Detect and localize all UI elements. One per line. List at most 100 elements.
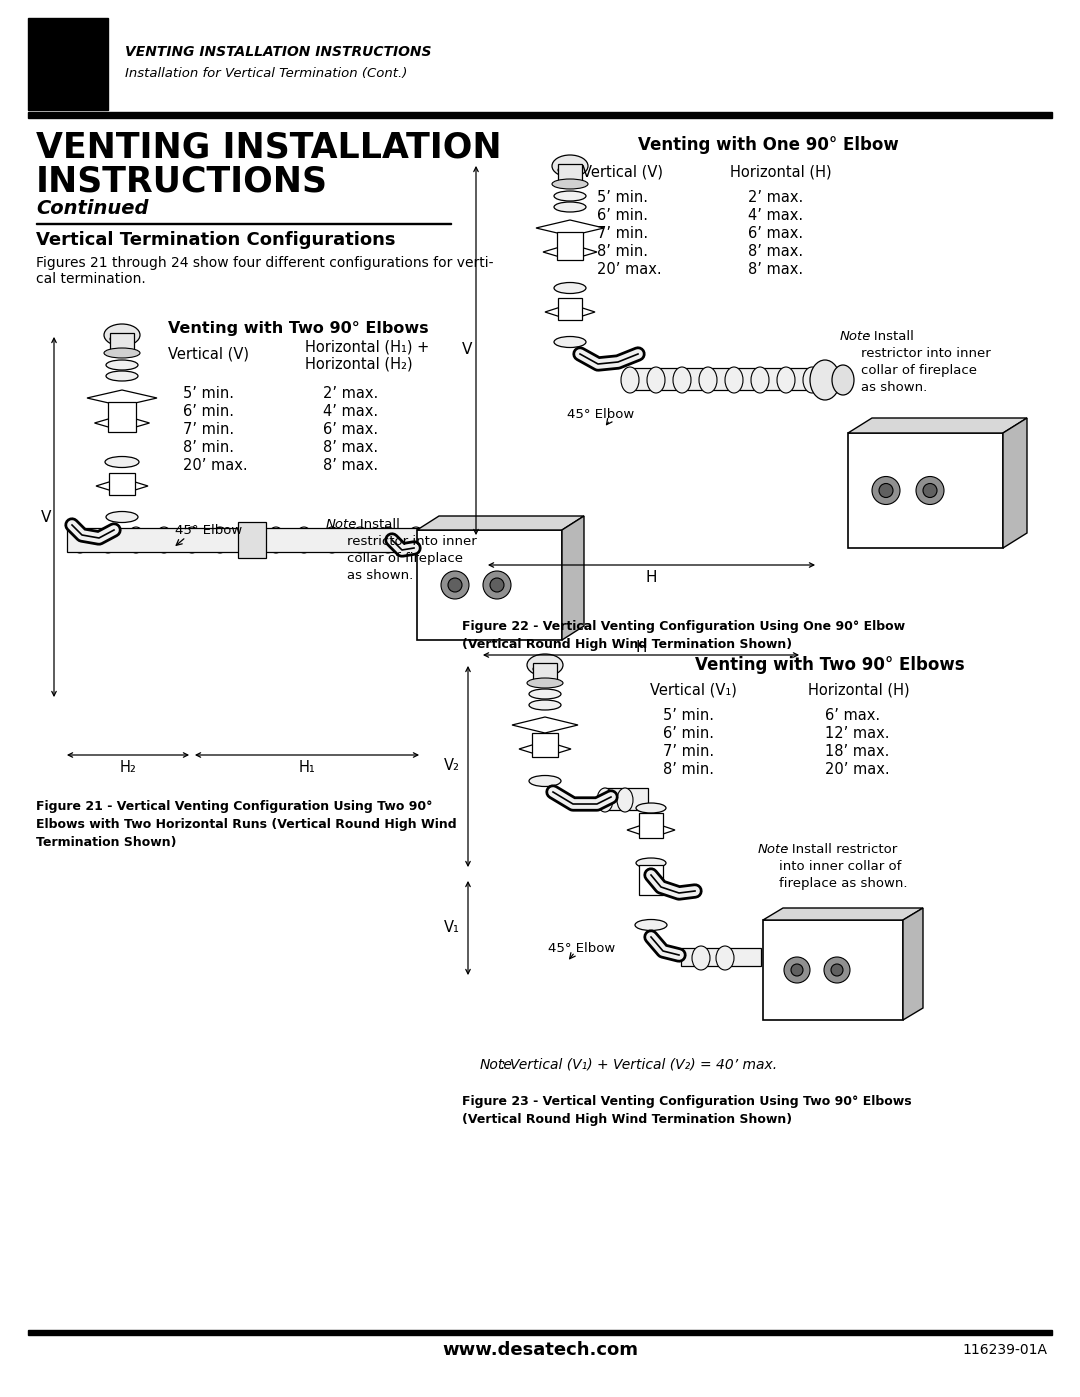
Circle shape bbox=[831, 964, 843, 977]
Text: Note: Note bbox=[840, 330, 872, 344]
Ellipse shape bbox=[617, 788, 633, 812]
Text: V₂: V₂ bbox=[444, 759, 460, 774]
Polygon shape bbox=[519, 740, 571, 757]
Text: 12’ max.: 12’ max. bbox=[825, 725, 890, 740]
Text: Horizontal (H₂): Horizontal (H₂) bbox=[305, 356, 413, 372]
Circle shape bbox=[490, 578, 504, 592]
Ellipse shape bbox=[552, 155, 588, 177]
Ellipse shape bbox=[211, 527, 229, 553]
Ellipse shape bbox=[267, 527, 285, 553]
Ellipse shape bbox=[673, 367, 691, 393]
Ellipse shape bbox=[777, 367, 795, 393]
Text: 20’ max.: 20’ max. bbox=[183, 457, 247, 472]
Text: 6’ max.: 6’ max. bbox=[323, 422, 378, 436]
Bar bbox=[28, 1330, 1052, 1336]
Ellipse shape bbox=[804, 367, 821, 393]
Ellipse shape bbox=[104, 348, 140, 358]
Ellipse shape bbox=[597, 788, 613, 812]
Ellipse shape bbox=[99, 527, 117, 553]
Text: 18’ max.: 18’ max. bbox=[825, 743, 889, 759]
Text: VENTING INSTALLATION INSTRUCTIONS: VENTING INSTALLATION INSTRUCTIONS bbox=[125, 45, 432, 59]
Text: 8’ max.: 8’ max. bbox=[748, 263, 804, 278]
Text: Horizontal (H): Horizontal (H) bbox=[808, 683, 909, 697]
Ellipse shape bbox=[529, 775, 561, 787]
Text: Vertical (V₁): Vertical (V₁) bbox=[650, 683, 737, 697]
Ellipse shape bbox=[558, 165, 582, 175]
Ellipse shape bbox=[699, 367, 717, 393]
Circle shape bbox=[441, 571, 469, 599]
Text: V₁: V₁ bbox=[444, 921, 460, 936]
Bar bbox=[110, 332, 134, 353]
Bar bbox=[557, 232, 583, 260]
Polygon shape bbox=[417, 515, 584, 529]
Text: INSTRUCTIONS: INSTRUCTIONS bbox=[36, 165, 328, 198]
Text: 5’ min.: 5’ min. bbox=[183, 386, 234, 401]
Ellipse shape bbox=[554, 203, 586, 212]
Text: 5’ min.: 5’ min. bbox=[663, 707, 714, 722]
Polygon shape bbox=[95, 415, 149, 432]
Polygon shape bbox=[627, 821, 675, 838]
Text: Figures 21 through 24 show four different configurations for verti-: Figures 21 through 24 show four differen… bbox=[36, 256, 494, 270]
Text: 8’ max.: 8’ max. bbox=[323, 457, 378, 472]
Bar bbox=[603, 788, 648, 810]
Ellipse shape bbox=[127, 527, 145, 553]
Ellipse shape bbox=[716, 946, 734, 970]
Text: Note: Note bbox=[480, 1058, 513, 1071]
Ellipse shape bbox=[295, 527, 313, 553]
Text: 8’ min.: 8’ min. bbox=[663, 761, 714, 777]
Ellipse shape bbox=[156, 527, 173, 553]
Bar bbox=[36, 222, 451, 224]
Bar bbox=[639, 865, 663, 895]
Circle shape bbox=[824, 957, 850, 983]
Text: 20’ max.: 20’ max. bbox=[825, 761, 890, 777]
Ellipse shape bbox=[529, 689, 561, 698]
Ellipse shape bbox=[106, 360, 138, 370]
Circle shape bbox=[923, 483, 937, 497]
Text: Figure 21 - Vertical Venting Configuration Using Two 90°
Elbows with Two Horizon: Figure 21 - Vertical Venting Configurati… bbox=[36, 800, 457, 849]
Ellipse shape bbox=[110, 334, 134, 344]
Polygon shape bbox=[536, 219, 604, 236]
Bar bbox=[108, 402, 136, 432]
Bar bbox=[67, 528, 427, 552]
Ellipse shape bbox=[104, 324, 140, 346]
Text: H: H bbox=[635, 640, 647, 655]
Text: : Install
restrictor into inner
collar of fireplace
as shown.: : Install restrictor into inner collar o… bbox=[861, 330, 990, 394]
Bar bbox=[639, 813, 663, 838]
Bar bbox=[28, 18, 108, 110]
Text: 7’ min.: 7’ min. bbox=[663, 743, 714, 759]
Text: H₂: H₂ bbox=[120, 760, 136, 775]
Circle shape bbox=[483, 571, 511, 599]
Ellipse shape bbox=[529, 700, 561, 710]
Text: Venting with Two 90° Elbows: Venting with Two 90° Elbows bbox=[696, 657, 964, 673]
Text: Continued: Continued bbox=[36, 198, 149, 218]
Polygon shape bbox=[87, 390, 157, 407]
Text: 8’ max.: 8’ max. bbox=[323, 440, 378, 454]
Circle shape bbox=[791, 964, 804, 977]
Text: V: V bbox=[462, 342, 472, 358]
Text: Horizontal (H): Horizontal (H) bbox=[730, 165, 832, 179]
Bar bbox=[238, 522, 266, 557]
Text: H₁: H₁ bbox=[299, 760, 315, 775]
Text: 8’ min.: 8’ min. bbox=[597, 244, 648, 260]
Ellipse shape bbox=[810, 360, 840, 400]
Ellipse shape bbox=[106, 372, 138, 381]
Polygon shape bbox=[562, 515, 584, 640]
Text: 7’ min.: 7’ min. bbox=[597, 226, 648, 242]
Bar bbox=[558, 163, 582, 184]
Circle shape bbox=[916, 476, 944, 504]
Text: 45° Elbow: 45° Elbow bbox=[175, 524, 242, 536]
Ellipse shape bbox=[351, 527, 369, 553]
Text: Vertical (V): Vertical (V) bbox=[582, 165, 663, 179]
Bar bbox=[532, 733, 558, 757]
Text: 2’ max.: 2’ max. bbox=[748, 190, 804, 205]
Ellipse shape bbox=[832, 365, 854, 395]
Text: 5’ min.: 5’ min. bbox=[597, 190, 648, 205]
Bar bbox=[558, 298, 582, 320]
Text: Installation for Vertical Termination (Cont.): Installation for Vertical Termination (C… bbox=[125, 67, 407, 81]
Circle shape bbox=[872, 476, 900, 504]
Bar bbox=[109, 474, 135, 495]
Bar bbox=[625, 367, 820, 390]
Text: V: V bbox=[41, 510, 51, 524]
Text: 2’ max.: 2’ max. bbox=[323, 386, 378, 401]
Text: 4’ max.: 4’ max. bbox=[748, 208, 804, 224]
